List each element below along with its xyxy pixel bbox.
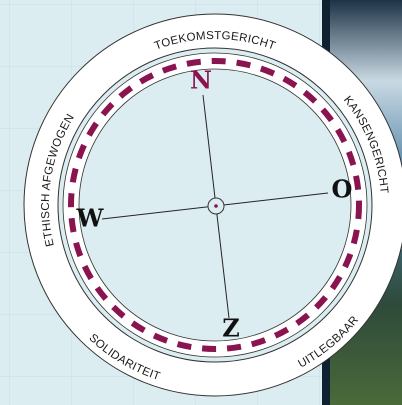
center-dot xyxy=(214,204,218,208)
east-label: O xyxy=(332,175,353,204)
south-label: Z xyxy=(222,314,240,343)
north-label: N xyxy=(190,66,212,95)
compass-diagram: TOEKOMSTGERICHT KANSENGERICHT UITLEGBAAR… xyxy=(0,0,402,405)
west-label: W xyxy=(76,204,105,233)
